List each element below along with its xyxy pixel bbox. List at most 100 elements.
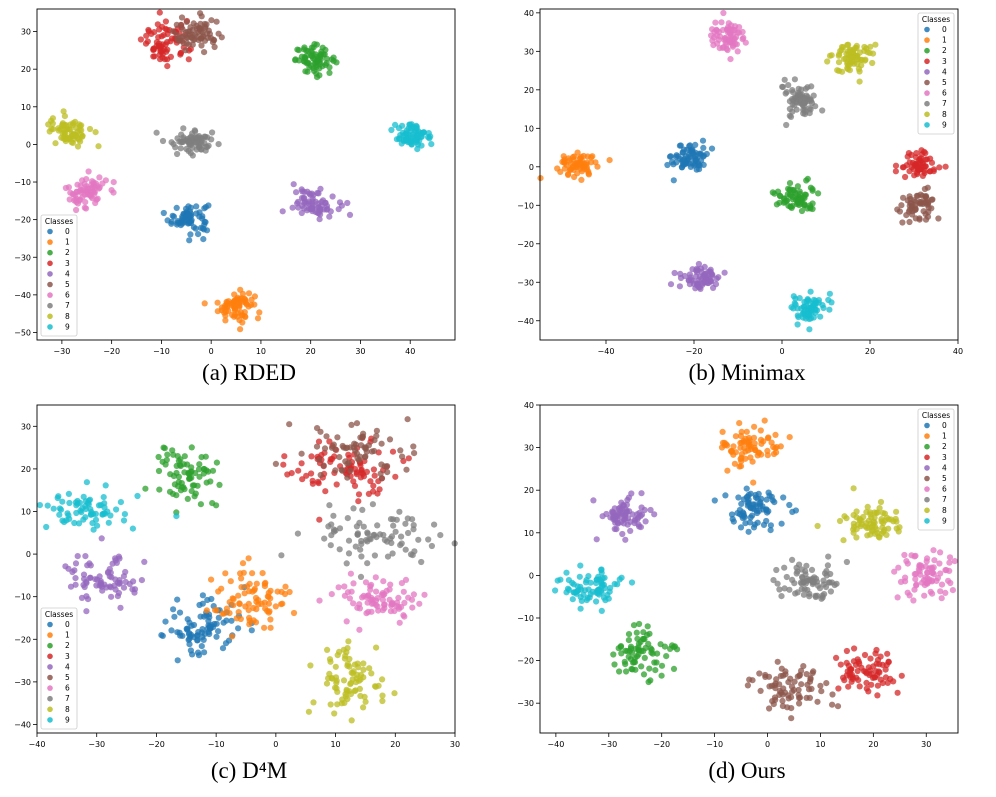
- data-point: [82, 553, 89, 560]
- data-point: [215, 628, 222, 635]
- cluster-class-5: [894, 184, 942, 226]
- data-point: [267, 624, 274, 631]
- data-point: [380, 591, 387, 599]
- data-point: [428, 141, 435, 148]
- data-point: [237, 286, 244, 293]
- data-point: [330, 512, 337, 519]
- data-point: [865, 517, 872, 524]
- data-point: [335, 584, 342, 591]
- data-point: [59, 122, 66, 129]
- data-point: [196, 461, 203, 468]
- data-point: [380, 601, 388, 609]
- data-point: [310, 699, 317, 706]
- data-point: [415, 536, 422, 543]
- data-point: [193, 203, 200, 210]
- data-point: [314, 425, 321, 432]
- data-point: [327, 542, 334, 549]
- data-point: [261, 624, 268, 631]
- data-point: [177, 145, 184, 152]
- data-point: [86, 125, 94, 133]
- data-point: [344, 474, 351, 481]
- data-point: [198, 42, 205, 49]
- data-point: [537, 175, 544, 182]
- data-point: [730, 443, 737, 450]
- data-point: [902, 574, 909, 581]
- data-point: [345, 459, 352, 466]
- data-point: [778, 520, 785, 527]
- data-point: [789, 108, 796, 115]
- data-point: [641, 506, 648, 514]
- data-point: [633, 629, 640, 636]
- data-point: [671, 269, 678, 277]
- data-point: [228, 617, 235, 624]
- data-point: [327, 458, 334, 465]
- data-point: [245, 555, 252, 562]
- data-point: [395, 125, 403, 132]
- data-point: [310, 55, 317, 62]
- data-point: [834, 703, 842, 710]
- data-point: [810, 314, 817, 321]
- data-point: [329, 675, 336, 682]
- data-point: [92, 576, 99, 583]
- data-point: [840, 537, 847, 544]
- data-point: [911, 571, 918, 578]
- data-point: [392, 473, 399, 480]
- data-point: [98, 535, 105, 542]
- data-point: [108, 593, 115, 600]
- data-point: [316, 597, 323, 604]
- data-point: [946, 559, 953, 566]
- data-point: [575, 160, 582, 167]
- legend-marker: [924, 111, 930, 118]
- data-point: [397, 542, 404, 549]
- caption-ours: (d) Ours: [708, 758, 786, 783]
- data-point: [625, 631, 633, 638]
- x-tick-label: −30: [53, 347, 70, 356]
- data-point: [174, 483, 182, 490]
- scatter-plot-minimax: −40 −20 0 20 40−40−30−20−10010203040Classes0…: [517, 8, 963, 356]
- data-point: [935, 215, 942, 222]
- data-point: [378, 440, 385, 447]
- data-point: [638, 663, 645, 670]
- data-point: [180, 125, 187, 132]
- data-point: [801, 106, 808, 114]
- legend-label: 5: [65, 280, 70, 289]
- data-point: [918, 151, 925, 158]
- data-point: [772, 431, 779, 438]
- data-point: [333, 685, 340, 692]
- data-point: [72, 118, 79, 125]
- data-point: [318, 451, 325, 459]
- cluster-class-2: [292, 41, 340, 81]
- data-point: [721, 269, 728, 276]
- data-point: [117, 604, 124, 611]
- data-point: [177, 632, 184, 639]
- data-point: [806, 694, 813, 701]
- data-point: [315, 57, 322, 64]
- data-point: [664, 161, 671, 169]
- y-tick-label: −30: [517, 699, 534, 708]
- y-tick-label: −20: [517, 657, 534, 666]
- data-point: [157, 56, 164, 63]
- cluster-class-8: [305, 638, 398, 724]
- data-point: [720, 9, 727, 17]
- y-tick-label: −10: [14, 178, 31, 187]
- data-point: [173, 21, 180, 28]
- data-point: [322, 199, 329, 206]
- data-point: [779, 83, 786, 91]
- data-point: [676, 142, 683, 149]
- data-point: [892, 168, 899, 175]
- data-point: [850, 485, 857, 492]
- data-point: [161, 56, 168, 63]
- data-point: [789, 87, 796, 94]
- data-point: [316, 456, 323, 463]
- data-point: [416, 600, 423, 607]
- data-point: [792, 590, 799, 597]
- data-point: [805, 311, 812, 318]
- data-point: [796, 700, 803, 707]
- data-point: [309, 480, 316, 487]
- data-point: [344, 199, 351, 207]
- legend-marker: [924, 47, 930, 54]
- data-point: [202, 24, 209, 32]
- data-point: [163, 26, 170, 33]
- x-tick-label: −20: [653, 740, 670, 749]
- legend-label: 3: [942, 57, 947, 66]
